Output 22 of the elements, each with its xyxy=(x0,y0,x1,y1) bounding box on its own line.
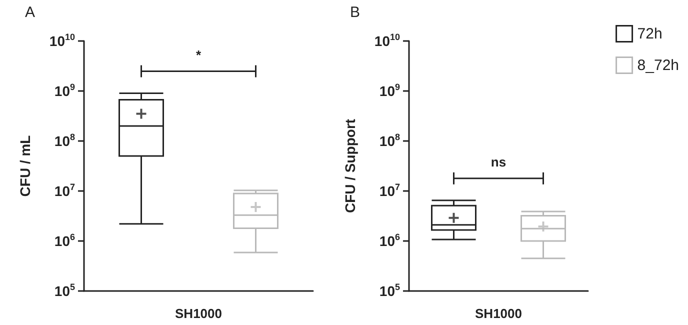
x-axis-title: SH1000 xyxy=(475,306,522,321)
chart-title: B xyxy=(350,4,360,21)
y-tick-label: 10$^{8}$ xyxy=(379,132,400,150)
y-tick-label: 10$^{10}$ xyxy=(49,32,75,50)
legend-label: 72h xyxy=(637,25,662,42)
y-tick-label: 10$^{10}$ xyxy=(374,32,400,50)
y-tick-label: 10$^{9}$ xyxy=(379,82,400,100)
y-tick-label: 10$^{5}$ xyxy=(379,282,400,300)
y-tick-label: 10$^{7}$ xyxy=(379,182,400,200)
y-axis-title: CFU / Support xyxy=(342,118,358,214)
y-axis-title: CFU / mL xyxy=(17,134,33,197)
chart-title: A xyxy=(25,4,36,21)
y-tick-label: 10$^{8}$ xyxy=(54,132,75,150)
annotation: * xyxy=(196,47,202,62)
y-tick-label: 10$^{6}$ xyxy=(54,232,75,250)
y-tick-label: 10$^{9}$ xyxy=(54,82,75,100)
y-tick-label: 10$^{7}$ xyxy=(54,182,75,200)
y-tick-label: 10$^{5}$ xyxy=(54,282,75,300)
legend-label: 8_72h xyxy=(637,56,680,74)
y-tick-label: 10$^{6}$ xyxy=(379,232,400,250)
x-axis-title: SH1000 xyxy=(175,306,222,321)
annotation: ns xyxy=(490,154,506,170)
